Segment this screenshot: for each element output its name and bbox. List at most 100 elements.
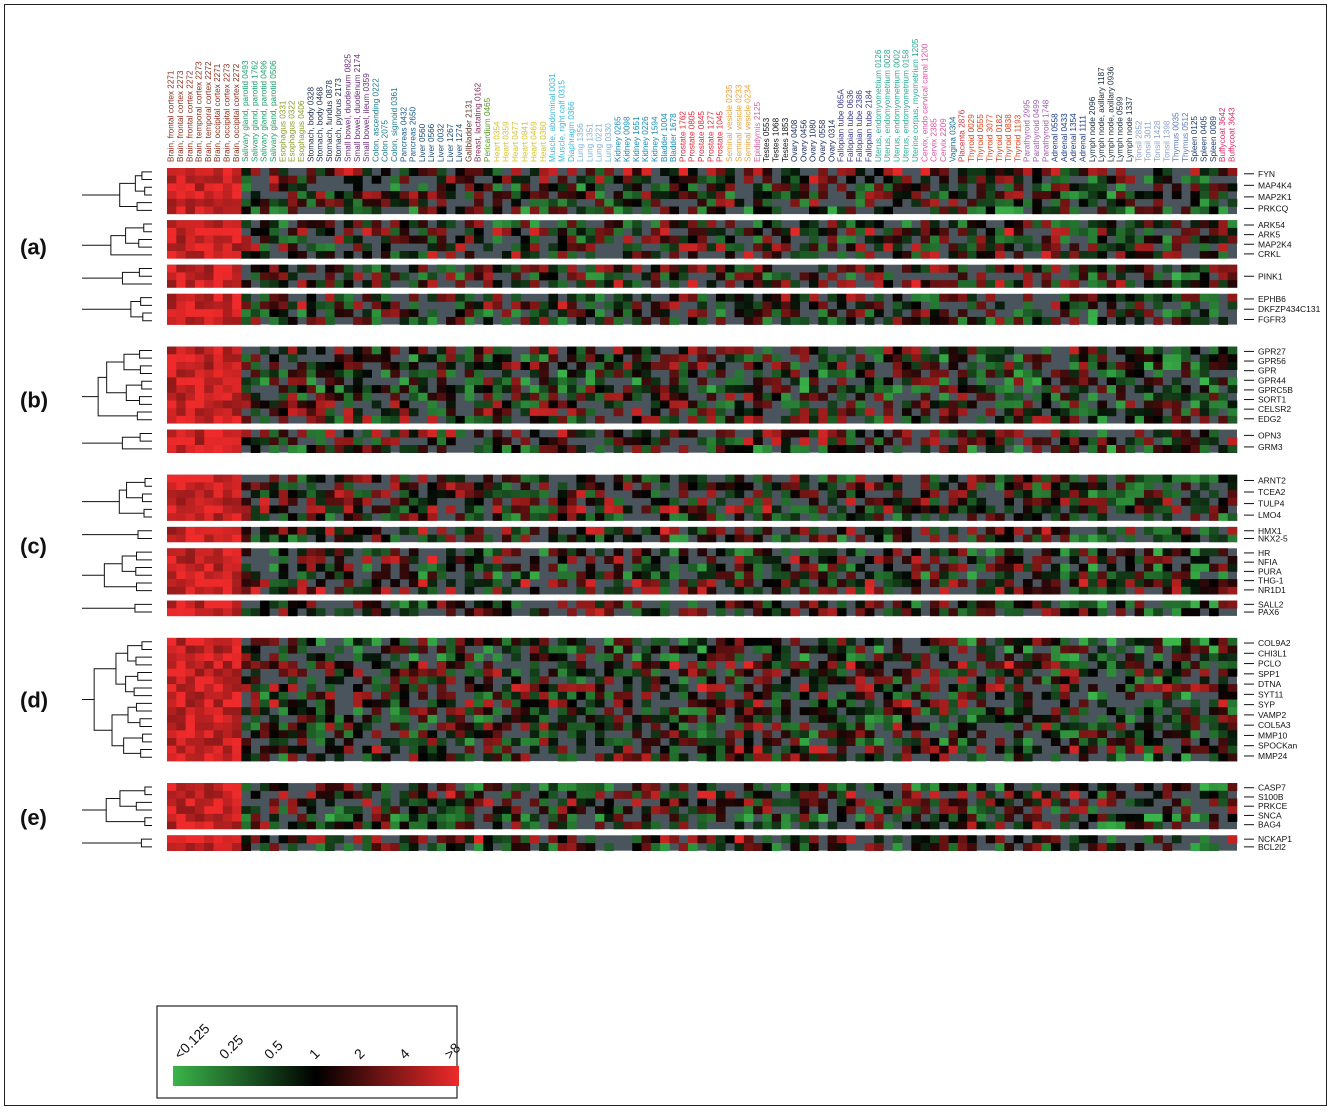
heatmap-cell	[278, 392, 289, 401]
heatmap-cell	[529, 168, 540, 176]
heatmap-cell	[1069, 556, 1080, 564]
heatmap-cell	[1069, 362, 1080, 370]
heatmap-cell	[781, 608, 791, 617]
heatmap-cell	[539, 309, 549, 318]
heatmap-cell	[390, 191, 400, 200]
heatmap-cell	[1143, 637, 1154, 646]
heatmap-cell	[427, 437, 438, 446]
heatmap-cell	[1032, 377, 1042, 386]
heatmap-cell	[632, 563, 642, 572]
heatmap-cell	[446, 505, 456, 514]
heatmap-cell	[846, 474, 856, 483]
heatmap-cell	[353, 505, 363, 514]
heatmap-cell	[241, 183, 252, 192]
heatmap-cell	[520, 316, 531, 325]
heatmap-cell	[1032, 563, 1042, 572]
heatmap-cell	[381, 301, 391, 310]
heatmap-cell	[874, 600, 884, 609]
heatmap-cell	[902, 668, 912, 677]
heatmap-cell	[883, 206, 894, 215]
heatmap-cell	[278, 645, 289, 654]
heatmap-cell	[641, 251, 652, 259]
heatmap-cell	[1162, 206, 1173, 215]
heatmap-cell	[1181, 316, 1191, 325]
heatmap-cell	[855, 385, 866, 394]
heatmap-cell	[446, 637, 456, 646]
heatmap-cell	[511, 377, 521, 386]
heatmap-cell	[846, 437, 856, 446]
heatmap-cell	[1032, 415, 1042, 424]
heatmap-cell	[911, 183, 921, 192]
heatmap-cell	[269, 579, 279, 588]
heatmap-cell	[1069, 497, 1080, 506]
heatmap-cell	[957, 490, 968, 499]
heatmap-cell	[1134, 586, 1145, 595]
heatmap-cell	[706, 676, 717, 685]
heatmap-cell	[911, 251, 921, 259]
heatmap-cell	[278, 235, 289, 244]
heatmap-cell	[753, 608, 763, 617]
heatmap-cell	[929, 437, 940, 446]
heatmap-cell	[911, 653, 921, 662]
heatmap-cell	[548, 445, 559, 453]
heatmap-cell	[557, 198, 568, 207]
heatmap-cell	[204, 684, 214, 693]
heatmap-cell	[1050, 497, 1061, 506]
heatmap-cell	[1125, 445, 1135, 453]
heatmap-cell	[1013, 445, 1024, 453]
heatmap-cell	[232, 637, 242, 646]
heatmap-cell	[669, 206, 680, 215]
heatmap-cell	[715, 293, 726, 302]
heatmap-cell	[408, 556, 419, 564]
heatmap-cell	[595, 497, 605, 506]
heatmap-cell	[976, 316, 987, 325]
heatmap-cell	[1041, 316, 1052, 325]
heatmap-cell	[957, 579, 968, 588]
heatmap-cell	[529, 272, 540, 281]
heatmap-cell	[976, 235, 987, 244]
heatmap-cell	[864, 175, 875, 184]
heatmap-cell	[697, 227, 707, 236]
heatmap-cell	[622, 251, 633, 259]
heatmap-cell	[827, 415, 838, 424]
heatmap-cell	[622, 346, 633, 355]
heatmap-cell	[167, 175, 177, 184]
heatmap-cell	[995, 474, 1005, 483]
heatmap-cell	[781, 168, 791, 176]
heatmap-cell	[1097, 408, 1108, 417]
heatmap-cell	[613, 400, 624, 409]
heatmap-cell	[464, 362, 475, 370]
heatmap-cell	[939, 206, 949, 215]
heatmap-cell	[408, 392, 419, 401]
heatmap-cell	[325, 400, 335, 409]
heatmap-cell	[557, 251, 568, 259]
heatmap-cell	[1143, 482, 1154, 491]
heatmap-cell	[474, 637, 484, 646]
heatmap-cell	[929, 235, 940, 244]
heatmap-cell	[1088, 251, 1098, 259]
heatmap-cell	[334, 645, 345, 654]
heatmap-cell	[827, 385, 838, 394]
heatmap-cell	[660, 227, 670, 236]
heatmap-cell	[501, 400, 512, 409]
heatmap-cell	[232, 645, 242, 654]
heatmap-cell	[1032, 309, 1042, 318]
heatmap-cell	[325, 676, 335, 685]
heatmap-cell	[567, 571, 577, 580]
heatmap-cell	[176, 251, 186, 259]
heatmap-cell	[846, 548, 856, 557]
heatmap-cell	[418, 691, 428, 700]
heatmap-cell	[669, 661, 680, 669]
heatmap-cell	[902, 235, 912, 244]
heatmap-cell	[725, 668, 735, 677]
heatmap-cell	[1060, 301, 1070, 310]
heatmap-cell	[194, 293, 205, 302]
heatmap-cell	[1069, 608, 1080, 617]
heatmap-cell	[194, 691, 205, 700]
heatmap-cell	[204, 445, 214, 453]
heatmap-cell	[809, 548, 819, 557]
heatmap-cell	[381, 280, 391, 289]
heatmap-cell	[874, 445, 884, 453]
heatmap-cell	[185, 676, 196, 685]
